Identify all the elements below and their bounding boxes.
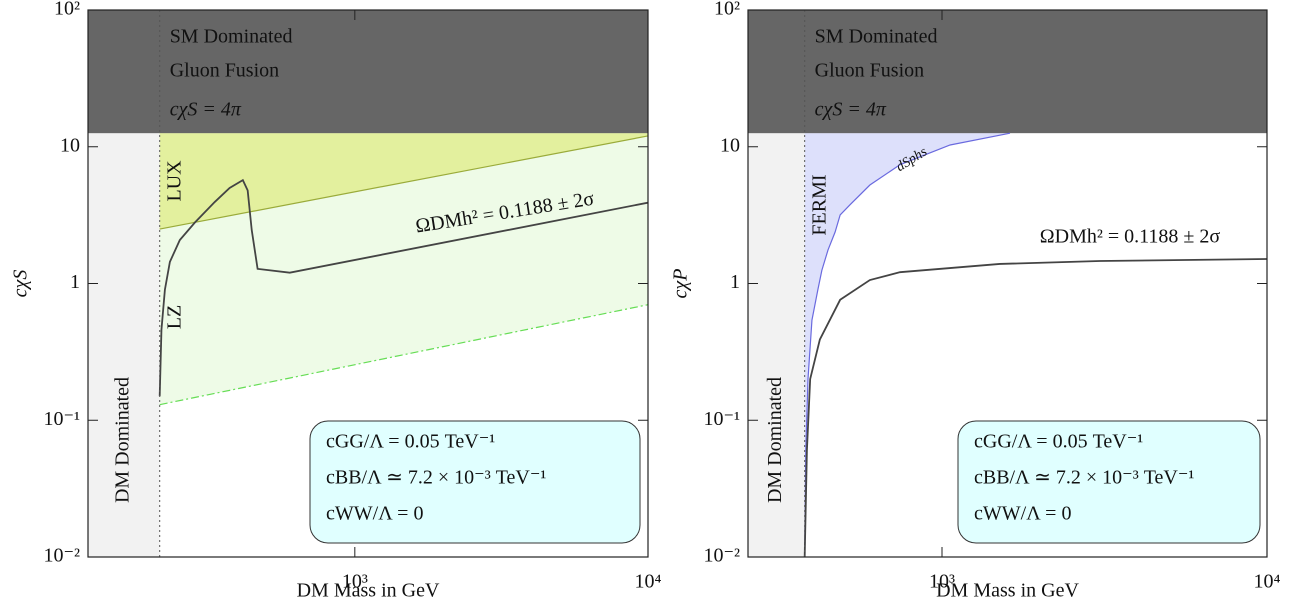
- area-edge: [159, 304, 648, 406]
- limit-label: cχS = 4π: [170, 99, 242, 121]
- y-tick-label: 10²: [54, 0, 80, 20]
- area-edge: [804, 132, 1011, 557]
- y-axis-label: cχP: [670, 269, 692, 299]
- area-fill: [804, 133, 1010, 557]
- plot-area: [88, 10, 648, 557]
- y-tick-label: 10⁻¹: [703, 408, 740, 430]
- note: cWW/Λ = 0: [974, 503, 1071, 525]
- notes-box: [957, 420, 1261, 544]
- x-tick-label: 10⁴: [635, 571, 662, 593]
- area-label: FERMI: [808, 174, 830, 235]
- sm-label: Gluon Fusion: [170, 60, 279, 82]
- sm-band: [88, 10, 648, 134]
- sm-band: [748, 10, 1267, 134]
- x-axis-label: DM Mass in GeV: [297, 580, 440, 602]
- notes-box: [309, 420, 641, 544]
- note: cBB/Λ ≃ 7.2 × 10⁻³ TeV⁻¹: [326, 467, 546, 489]
- note: cGG/Λ = 0.05 TeV⁻¹: [326, 431, 495, 453]
- y-axis-label: cχS: [10, 270, 32, 298]
- x-tick-label: 10³: [342, 571, 368, 593]
- sm-label: Gluon Fusion: [815, 60, 924, 82]
- y-tick-label: 10⁻²: [703, 545, 740, 567]
- area-label: LZ: [163, 305, 185, 329]
- y-tick-label: 1: [730, 271, 740, 293]
- x-tick-label: 10⁴: [1254, 571, 1281, 593]
- y-tick-label: 10²: [714, 0, 740, 20]
- plot-area: [748, 10, 1267, 557]
- limit-label: cχS = 4π: [815, 99, 887, 121]
- x-axis-label: DM Mass in GeV: [936, 580, 1079, 602]
- y-tick-label: 1: [70, 271, 80, 293]
- sm-label: SM Dominated: [170, 26, 293, 48]
- dm-label: DM Dominated: [764, 377, 786, 503]
- panel: ΩDMh² = 0.1188 ± 2σ SM Dominated Gluon Fus…: [670, 0, 1281, 602]
- sm-label: SM Dominated: [815, 26, 938, 48]
- note: cBB/Λ ≃ 7.2 × 10⁻³ TeV⁻¹: [974, 467, 1194, 489]
- note: cGG/Λ = 0.05 TeV⁻¹: [974, 431, 1143, 453]
- relic-line: [158, 178, 648, 397]
- y-tick-label: 10: [60, 134, 80, 156]
- y-tick-label: 10⁻²: [43, 545, 80, 567]
- y-tick-label: 10: [720, 134, 740, 156]
- series-label: ΩDMh² = 0.1188 ± 2σ: [1040, 226, 1221, 248]
- note: cWW/Λ = 0: [326, 503, 423, 525]
- area-edge: [159, 135, 648, 230]
- dm-label: DM Dominated: [111, 377, 133, 503]
- y-tick-label: 10⁻¹: [43, 408, 80, 430]
- area-fill: [159, 133, 648, 230]
- relic-line: [803, 258, 1267, 557]
- area-label: LUX: [163, 160, 185, 202]
- x-tick-label: 10³: [929, 571, 955, 593]
